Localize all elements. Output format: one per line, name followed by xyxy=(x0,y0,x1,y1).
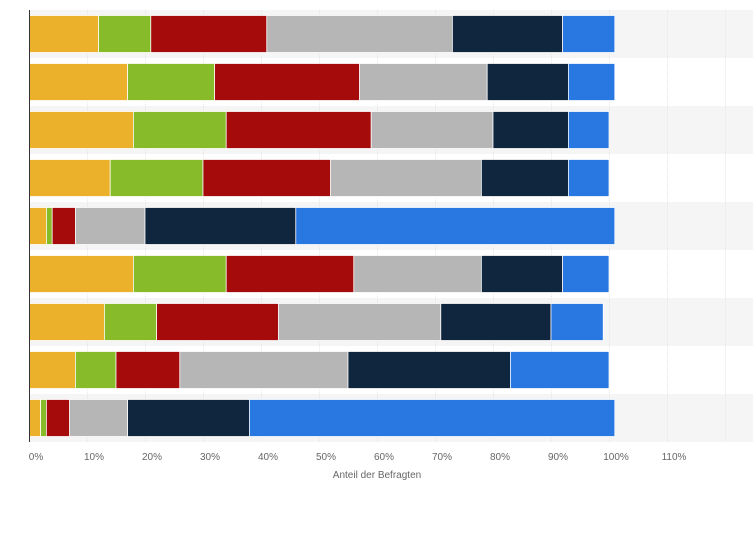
bar-segment[interactable] xyxy=(28,351,76,389)
x-tick-label: 20% xyxy=(142,452,162,463)
bar-segment[interactable] xyxy=(150,15,268,53)
bar-segment[interactable] xyxy=(562,15,616,53)
bar-segment[interactable] xyxy=(28,111,134,149)
bar-segment[interactable] xyxy=(75,351,117,389)
bar-segment[interactable] xyxy=(266,15,453,53)
bar-segment[interactable] xyxy=(452,15,563,53)
x-tick-labels: 0% 10% 20% 30% 40% 50% 60% 70% 80% 90% 100% 110% xyxy=(29,452,687,463)
bar-segment[interactable] xyxy=(28,399,41,437)
bar-segment[interactable] xyxy=(225,255,355,293)
bar-segment[interactable] xyxy=(28,15,99,53)
bar-segment[interactable] xyxy=(133,255,227,293)
bar-segment[interactable] xyxy=(202,159,331,197)
bar-segment[interactable] xyxy=(69,399,128,437)
bar-segment[interactable] xyxy=(359,63,488,101)
x-tick-label: 60% xyxy=(374,452,394,463)
bar-segment[interactable] xyxy=(28,63,128,101)
bar-segment[interactable] xyxy=(46,399,70,437)
bar-segment[interactable] xyxy=(568,63,616,101)
bar-segment[interactable] xyxy=(249,399,616,437)
bar-segment[interactable] xyxy=(133,111,227,149)
bar-segment[interactable] xyxy=(486,63,569,101)
bar-segment[interactable] xyxy=(179,351,349,389)
bar-segment[interactable] xyxy=(46,207,53,245)
bar-segment[interactable] xyxy=(40,399,47,437)
bar-segment[interactable] xyxy=(127,63,215,101)
bar-segment[interactable] xyxy=(353,255,482,293)
bar-segment[interactable] xyxy=(109,159,204,197)
bar-segment[interactable] xyxy=(75,207,146,245)
x-axis-title: Anteil der Befragten xyxy=(333,470,421,481)
bar-segment[interactable] xyxy=(28,207,47,245)
bar-segment[interactable] xyxy=(481,159,569,197)
bar-segment[interactable] xyxy=(214,63,360,101)
bar-segment[interactable] xyxy=(28,255,134,293)
x-tick-label: 70% xyxy=(432,452,452,463)
bar-segment[interactable] xyxy=(562,255,610,293)
bar-segment[interactable] xyxy=(510,351,610,389)
x-tick-label: 80% xyxy=(490,452,510,463)
bar-segment[interactable] xyxy=(104,303,157,341)
bars xyxy=(28,15,616,437)
bar-segment[interactable] xyxy=(115,351,181,389)
bar-segment[interactable] xyxy=(568,111,610,149)
bar-segment[interactable] xyxy=(492,111,569,149)
bar-segment[interactable] xyxy=(440,303,552,341)
bar-segment[interactable] xyxy=(568,159,610,197)
x-tick-label: 40% xyxy=(258,452,278,463)
bar-segment[interactable] xyxy=(28,303,105,341)
bar-segment[interactable] xyxy=(330,159,482,197)
bar-segment[interactable] xyxy=(295,207,616,245)
bar-segment[interactable] xyxy=(98,15,152,53)
bar-segment[interactable] xyxy=(51,207,76,245)
x-tick-label: 0% xyxy=(29,452,44,463)
bar-segment[interactable] xyxy=(347,351,511,389)
bar-segment[interactable] xyxy=(481,255,563,293)
x-tick-label: 110% xyxy=(662,452,687,463)
x-tick-label: 100% xyxy=(603,452,629,463)
bar-segment[interactable] xyxy=(127,399,250,437)
bar-segment[interactable] xyxy=(550,303,604,341)
x-tick-label: 30% xyxy=(200,452,220,463)
x-tick-label: 10% xyxy=(84,452,104,463)
bar-segment[interactable] xyxy=(225,111,372,149)
x-tick-label: 90% xyxy=(548,452,568,463)
bar-segment[interactable] xyxy=(28,159,111,197)
bar-segment[interactable] xyxy=(370,111,494,149)
bar-segment[interactable] xyxy=(144,207,297,245)
x-tick-label: 50% xyxy=(316,452,336,463)
bar-segment[interactable] xyxy=(156,303,279,341)
bar-segment[interactable] xyxy=(278,303,442,341)
